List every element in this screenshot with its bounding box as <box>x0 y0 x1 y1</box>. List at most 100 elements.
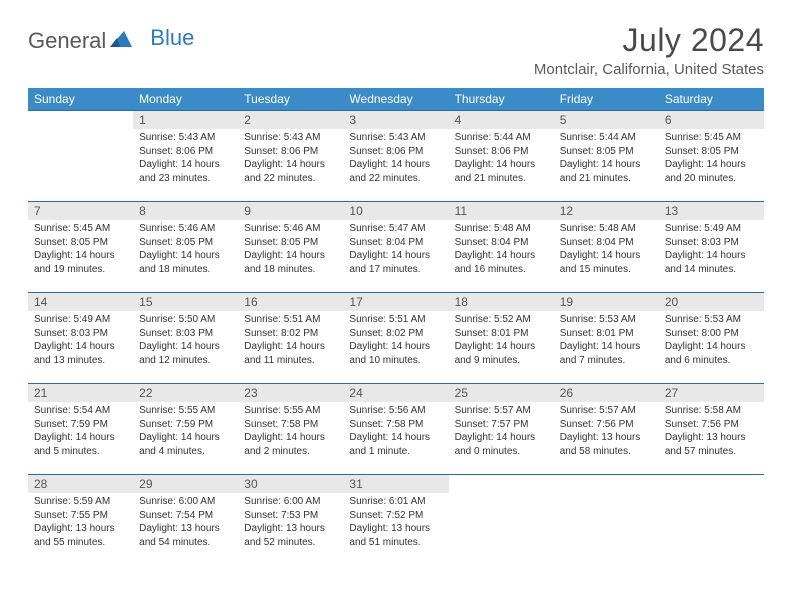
day-data: Sunrise: 5:56 AMSunset: 7:58 PMDaylight:… <box>343 402 448 462</box>
day-data: Sunrise: 5:45 AMSunset: 8:05 PMDaylight:… <box>28 220 133 280</box>
day-number: 30 <box>238 475 343 493</box>
day-number: 1 <box>133 111 238 129</box>
logo-text-2: Blue <box>150 25 194 51</box>
calendar-page: General Blue July 2024 Montclair, Califo… <box>0 0 792 586</box>
day-number: 28 <box>28 475 133 493</box>
calendar-day: 23Sunrise: 5:55 AMSunset: 7:58 PMDayligh… <box>238 384 343 475</box>
day-number: 24 <box>343 384 448 402</box>
calendar-day: 16Sunrise: 5:51 AMSunset: 8:02 PMDayligh… <box>238 293 343 384</box>
day-number: 5 <box>554 111 659 129</box>
calendar-day <box>554 475 659 566</box>
calendar-day: 31Sunrise: 6:01 AMSunset: 7:52 PMDayligh… <box>343 475 448 566</box>
calendar-day: 30Sunrise: 6:00 AMSunset: 7:53 PMDayligh… <box>238 475 343 566</box>
calendar-week: 21Sunrise: 5:54 AMSunset: 7:59 PMDayligh… <box>28 384 764 475</box>
logo: General Blue <box>28 22 194 54</box>
calendar-day: 5Sunrise: 5:44 AMSunset: 8:05 PMDaylight… <box>554 111 659 202</box>
day-number: 27 <box>659 384 764 402</box>
day-data: Sunrise: 5:55 AMSunset: 7:58 PMDaylight:… <box>238 402 343 462</box>
day-number: 18 <box>449 293 554 311</box>
day-data: Sunrise: 5:51 AMSunset: 8:02 PMDaylight:… <box>343 311 448 371</box>
day-number: 3 <box>343 111 448 129</box>
calendar-day: 24Sunrise: 5:56 AMSunset: 7:58 PMDayligh… <box>343 384 448 475</box>
calendar-day: 25Sunrise: 5:57 AMSunset: 7:57 PMDayligh… <box>449 384 554 475</box>
calendar-day: 29Sunrise: 6:00 AMSunset: 7:54 PMDayligh… <box>133 475 238 566</box>
day-header: Sunday <box>28 88 133 111</box>
day-data: Sunrise: 5:53 AMSunset: 8:00 PMDaylight:… <box>659 311 764 371</box>
day-number: 13 <box>659 202 764 220</box>
calendar-day: 11Sunrise: 5:48 AMSunset: 8:04 PMDayligh… <box>449 202 554 293</box>
logo-text-1: General <box>28 28 106 54</box>
day-header: Monday <box>133 88 238 111</box>
day-number: 17 <box>343 293 448 311</box>
day-data: Sunrise: 5:49 AMSunset: 8:03 PMDaylight:… <box>659 220 764 280</box>
day-number: 12 <box>554 202 659 220</box>
day-data: Sunrise: 6:01 AMSunset: 7:52 PMDaylight:… <box>343 493 448 553</box>
day-number: 11 <box>449 202 554 220</box>
calendar-day: 17Sunrise: 5:51 AMSunset: 8:02 PMDayligh… <box>343 293 448 384</box>
calendar-day: 12Sunrise: 5:48 AMSunset: 8:04 PMDayligh… <box>554 202 659 293</box>
day-header: Thursday <box>449 88 554 111</box>
day-number: 4 <box>449 111 554 129</box>
day-number: 9 <box>238 202 343 220</box>
day-number: 16 <box>238 293 343 311</box>
day-header: Wednesday <box>343 88 448 111</box>
day-number: 26 <box>554 384 659 402</box>
calendar-day: 18Sunrise: 5:52 AMSunset: 8:01 PMDayligh… <box>449 293 554 384</box>
day-data: Sunrise: 5:48 AMSunset: 8:04 PMDaylight:… <box>449 220 554 280</box>
day-header: Friday <box>554 88 659 111</box>
day-number: 25 <box>449 384 554 402</box>
calendar-day: 7Sunrise: 5:45 AMSunset: 8:05 PMDaylight… <box>28 202 133 293</box>
logo-icon <box>110 27 132 53</box>
calendar-week: 28Sunrise: 5:59 AMSunset: 7:55 PMDayligh… <box>28 475 764 566</box>
day-data: Sunrise: 5:50 AMSunset: 8:03 PMDaylight:… <box>133 311 238 371</box>
calendar-day: 13Sunrise: 5:49 AMSunset: 8:03 PMDayligh… <box>659 202 764 293</box>
day-number: 7 <box>28 202 133 220</box>
day-data: Sunrise: 5:46 AMSunset: 8:05 PMDaylight:… <box>238 220 343 280</box>
calendar-day: 26Sunrise: 5:57 AMSunset: 7:56 PMDayligh… <box>554 384 659 475</box>
calendar-day <box>659 475 764 566</box>
day-data: Sunrise: 5:55 AMSunset: 7:59 PMDaylight:… <box>133 402 238 462</box>
header: General Blue July 2024 Montclair, Califo… <box>28 22 764 84</box>
day-data: Sunrise: 5:45 AMSunset: 8:05 PMDaylight:… <box>659 129 764 189</box>
day-data: Sunrise: 5:43 AMSunset: 8:06 PMDaylight:… <box>133 129 238 189</box>
day-number: 15 <box>133 293 238 311</box>
day-number <box>554 475 659 493</box>
location: Montclair, California, United States <box>534 61 764 78</box>
day-number: 23 <box>238 384 343 402</box>
day-number: 29 <box>133 475 238 493</box>
day-number: 10 <box>343 202 448 220</box>
day-number: 14 <box>28 293 133 311</box>
day-number: 2 <box>238 111 343 129</box>
calendar-week: 1Sunrise: 5:43 AMSunset: 8:06 PMDaylight… <box>28 111 764 202</box>
calendar-day <box>28 111 133 202</box>
calendar-day: 15Sunrise: 5:50 AMSunset: 8:03 PMDayligh… <box>133 293 238 384</box>
day-data: Sunrise: 5:58 AMSunset: 7:56 PMDaylight:… <box>659 402 764 462</box>
day-data: Sunrise: 6:00 AMSunset: 7:54 PMDaylight:… <box>133 493 238 553</box>
calendar-day: 22Sunrise: 5:55 AMSunset: 7:59 PMDayligh… <box>133 384 238 475</box>
day-data: Sunrise: 5:51 AMSunset: 8:02 PMDaylight:… <box>238 311 343 371</box>
calendar-day: 9Sunrise: 5:46 AMSunset: 8:05 PMDaylight… <box>238 202 343 293</box>
day-data: Sunrise: 5:44 AMSunset: 8:06 PMDaylight:… <box>449 129 554 189</box>
day-number: 6 <box>659 111 764 129</box>
day-number: 8 <box>133 202 238 220</box>
calendar-table: SundayMondayTuesdayWednesdayThursdayFrid… <box>28 88 764 566</box>
day-number: 22 <box>133 384 238 402</box>
day-number: 20 <box>659 293 764 311</box>
calendar-day: 28Sunrise: 5:59 AMSunset: 7:55 PMDayligh… <box>28 475 133 566</box>
day-header: Tuesday <box>238 88 343 111</box>
calendar-day: 8Sunrise: 5:46 AMSunset: 8:05 PMDaylight… <box>133 202 238 293</box>
day-data: Sunrise: 5:54 AMSunset: 7:59 PMDaylight:… <box>28 402 133 462</box>
day-data: Sunrise: 5:44 AMSunset: 8:05 PMDaylight:… <box>554 129 659 189</box>
day-data: Sunrise: 5:57 AMSunset: 7:56 PMDaylight:… <box>554 402 659 462</box>
day-number: 19 <box>554 293 659 311</box>
day-number: 31 <box>343 475 448 493</box>
month-title: July 2024 <box>534 22 764 59</box>
day-number <box>659 475 764 493</box>
calendar-day: 20Sunrise: 5:53 AMSunset: 8:00 PMDayligh… <box>659 293 764 384</box>
day-number <box>449 475 554 493</box>
day-data: Sunrise: 6:00 AMSunset: 7:53 PMDaylight:… <box>238 493 343 553</box>
calendar-day: 19Sunrise: 5:53 AMSunset: 8:01 PMDayligh… <box>554 293 659 384</box>
day-header-row: SundayMondayTuesdayWednesdayThursdayFrid… <box>28 88 764 111</box>
day-data: Sunrise: 5:53 AMSunset: 8:01 PMDaylight:… <box>554 311 659 371</box>
calendar-body: 1Sunrise: 5:43 AMSunset: 8:06 PMDaylight… <box>28 111 764 566</box>
